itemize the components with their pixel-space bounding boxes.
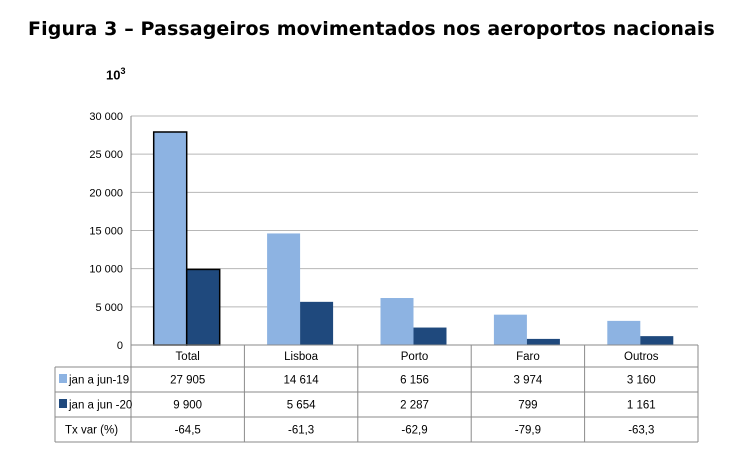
x-category-label: Faro <box>516 351 540 363</box>
y-tick-label: 10 000 <box>89 264 123 276</box>
bar-jan-jun-19 <box>380 298 414 345</box>
legend-swatch <box>59 374 67 383</box>
bar-jan-jun-20 <box>526 338 560 345</box>
legend-entry: jan a jun-19 <box>68 375 129 387</box>
x-category-label: Total <box>176 351 200 363</box>
change-value-label: -64,5 <box>175 425 201 437</box>
change-value-label: -79,9 <box>515 425 541 437</box>
bar-jan-jun-20 <box>300 301 334 345</box>
bar-jan-jun-19 <box>152 131 188 346</box>
x-category-label: Porto <box>401 351 429 363</box>
data-value-label: 6 156 <box>400 375 429 387</box>
data-value-label: 9 900 <box>173 400 202 412</box>
legend-entry: jan a jun -20 <box>68 400 132 412</box>
data-value-label: 2 287 <box>400 400 429 412</box>
bar-jan-jun-19 <box>267 233 301 345</box>
legend-swatch <box>59 399 67 408</box>
y-unit-label: 103 <box>106 66 126 83</box>
change-value-label: -62,9 <box>401 425 427 437</box>
data-value-label: 799 <box>518 400 537 412</box>
x-category-label: Outros <box>624 351 659 363</box>
y-tick-label: 5 000 <box>95 302 123 314</box>
x-category-label: Lisboa <box>284 351 318 363</box>
change-value-label: -63,3 <box>628 425 654 437</box>
change-value-label: -61,3 <box>288 425 314 437</box>
bar-jan-jun-20 <box>640 336 674 345</box>
data-value-label: 5 654 <box>287 400 316 412</box>
y-tick-label: 0 <box>117 340 123 352</box>
data-value-label: 3 160 <box>627 375 656 387</box>
row-label: Tx var (%) <box>65 425 118 437</box>
y-tick-label: 30 000 <box>89 111 123 123</box>
data-value-label: 27 905 <box>170 375 205 387</box>
y-tick-label: 20 000 <box>89 187 123 199</box>
y-tick-label: 15 000 <box>89 226 123 238</box>
bar-jan-jun-19 <box>607 320 641 345</box>
chart-title: Figura 3 – Passageiros movimentados nos … <box>28 18 715 40</box>
bar-jan-jun-19 <box>493 314 527 345</box>
data-value-label: 3 974 <box>514 375 543 387</box>
data-value-label: 1 161 <box>627 400 656 412</box>
data-value-label: 14 614 <box>284 375 320 387</box>
bar-jan-jun-20 <box>413 327 447 345</box>
bar-jan-jun-20 <box>185 268 221 346</box>
y-tick-label: 25 000 <box>89 149 123 161</box>
